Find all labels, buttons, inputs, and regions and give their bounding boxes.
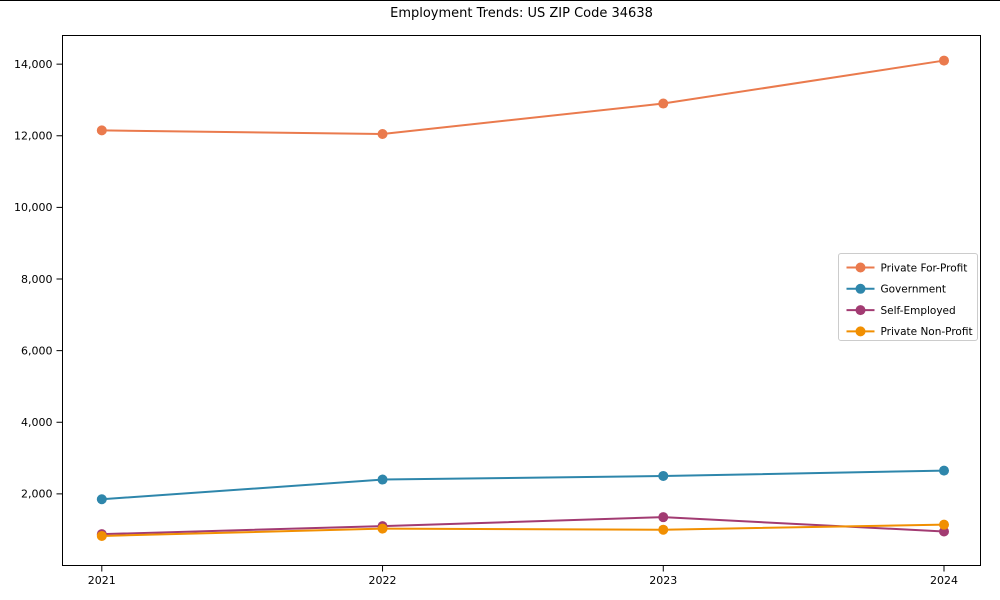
- y-tick-label: 8,000: [21, 273, 53, 286]
- legend-label-private-for-profit: Private For-Profit: [881, 262, 968, 274]
- legend-marker-icon-self-employed: [855, 305, 866, 316]
- marker-private-non-profit: [939, 519, 950, 530]
- marker-private-non-profit: [96, 530, 107, 541]
- legend-box: [838, 253, 978, 341]
- legend-label-private-non-profit: Private Non-Profit: [881, 326, 973, 338]
- y-tick-label: 14,000: [14, 58, 53, 71]
- marker-private-for-profit: [377, 128, 388, 139]
- legend-label-government: Government: [881, 284, 946, 296]
- y-tick-label: 10,000: [14, 201, 53, 214]
- series-line-private-non-profit: [101, 523, 945, 537]
- marker-government: [96, 494, 107, 505]
- series-line-self-employed: [101, 516, 945, 536]
- marker-private-for-profit: [658, 98, 669, 109]
- axes-frame: [62, 35, 981, 566]
- window-top-edge: [0, 0, 1000, 1]
- legend-label-self-employed: Self-Employed: [881, 305, 956, 317]
- legend-marker-icon-private-for-profit: [855, 262, 866, 273]
- x-tick-label: 2022: [369, 574, 397, 587]
- x-tick-label: 2023: [649, 574, 677, 587]
- y-tick-label: 6,000: [21, 344, 53, 357]
- y-tick-label: 2,000: [21, 488, 53, 501]
- marker-government: [377, 474, 388, 485]
- marker-private-for-profit: [939, 55, 950, 66]
- marker-government: [658, 470, 669, 481]
- y-tick-label: 4,000: [21, 416, 53, 429]
- series-line-private-for-profit: [101, 59, 945, 135]
- y-tick-label: 12,000: [14, 130, 53, 143]
- series-line-government: [101, 469, 945, 501]
- chart-title: Employment Trends: US ZIP Code 34638: [390, 6, 653, 21]
- marker-private-non-profit: [658, 524, 669, 535]
- x-tick-label: 2024: [930, 574, 958, 587]
- marker-private-for-profit: [96, 125, 107, 136]
- marker-private-non-profit: [377, 523, 388, 534]
- legend-marker-icon-private-non-profit: [855, 326, 866, 337]
- x-tick-label: 2021: [88, 574, 116, 587]
- marker-government: [939, 465, 950, 476]
- marker-self-employed: [658, 512, 669, 523]
- legend-marker-icon-government: [855, 283, 866, 294]
